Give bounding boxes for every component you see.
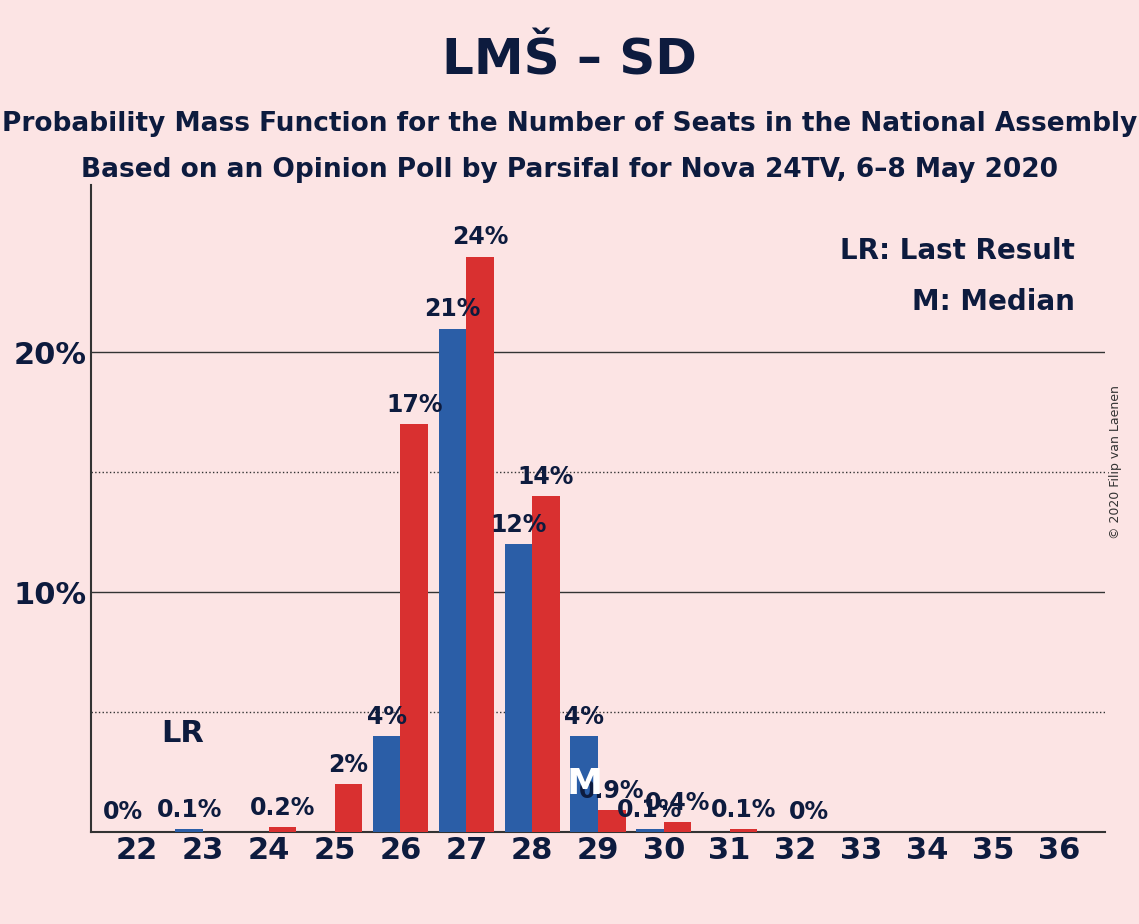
Text: 0.1%: 0.1% bbox=[156, 798, 222, 822]
Bar bbox=[532, 496, 559, 832]
Text: 0%: 0% bbox=[104, 800, 144, 824]
Text: 0.9%: 0.9% bbox=[579, 779, 645, 803]
Bar bbox=[466, 257, 494, 832]
Bar bbox=[269, 827, 296, 832]
Bar bbox=[401, 424, 428, 832]
Text: LR: Last Result: LR: Last Result bbox=[839, 237, 1074, 264]
Text: 0.1%: 0.1% bbox=[617, 798, 682, 822]
Text: 17%: 17% bbox=[386, 394, 443, 417]
Text: © 2020 Filip van Laenen: © 2020 Filip van Laenen bbox=[1109, 385, 1122, 539]
Text: 0.1%: 0.1% bbox=[711, 798, 776, 822]
Bar bbox=[372, 736, 401, 832]
Text: 0.4%: 0.4% bbox=[645, 791, 711, 815]
Bar bbox=[571, 736, 598, 832]
Text: 0%: 0% bbox=[789, 800, 829, 824]
Text: Probability Mass Function for the Number of Seats in the National Assembly: Probability Mass Function for the Number… bbox=[2, 111, 1137, 137]
Bar bbox=[664, 822, 691, 832]
Bar bbox=[637, 829, 664, 832]
Text: 12%: 12% bbox=[490, 513, 547, 537]
Text: M: Median: M: Median bbox=[911, 288, 1074, 316]
Bar bbox=[175, 829, 203, 832]
Bar bbox=[335, 784, 362, 832]
Bar bbox=[439, 329, 466, 832]
Text: M: M bbox=[566, 767, 603, 801]
Bar bbox=[598, 810, 625, 832]
Text: LR: LR bbox=[162, 719, 204, 748]
Text: 2%: 2% bbox=[328, 752, 369, 776]
Text: 4%: 4% bbox=[367, 705, 407, 729]
Text: 0.2%: 0.2% bbox=[249, 796, 316, 820]
Bar bbox=[505, 544, 532, 832]
Text: LMŠ – SD: LMŠ – SD bbox=[442, 37, 697, 85]
Text: 21%: 21% bbox=[425, 298, 481, 322]
Bar bbox=[730, 829, 757, 832]
Text: Based on an Opinion Poll by Parsifal for Nova 24TV, 6–8 May 2020: Based on an Opinion Poll by Parsifal for… bbox=[81, 157, 1058, 183]
Text: 24%: 24% bbox=[452, 225, 508, 249]
Text: 4%: 4% bbox=[564, 705, 604, 729]
Text: 14%: 14% bbox=[518, 465, 574, 489]
